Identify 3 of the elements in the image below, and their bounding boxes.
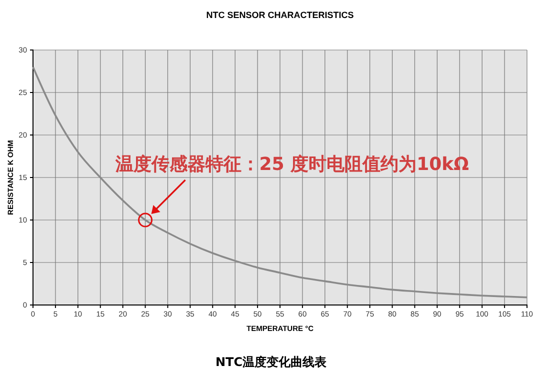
text: NTC温度变化曲线表 bbox=[215, 355, 328, 369]
line-series bbox=[32, 66, 528, 298]
chart-title: NTC SENSOR CHARACTERISTICS bbox=[206, 10, 354, 20]
